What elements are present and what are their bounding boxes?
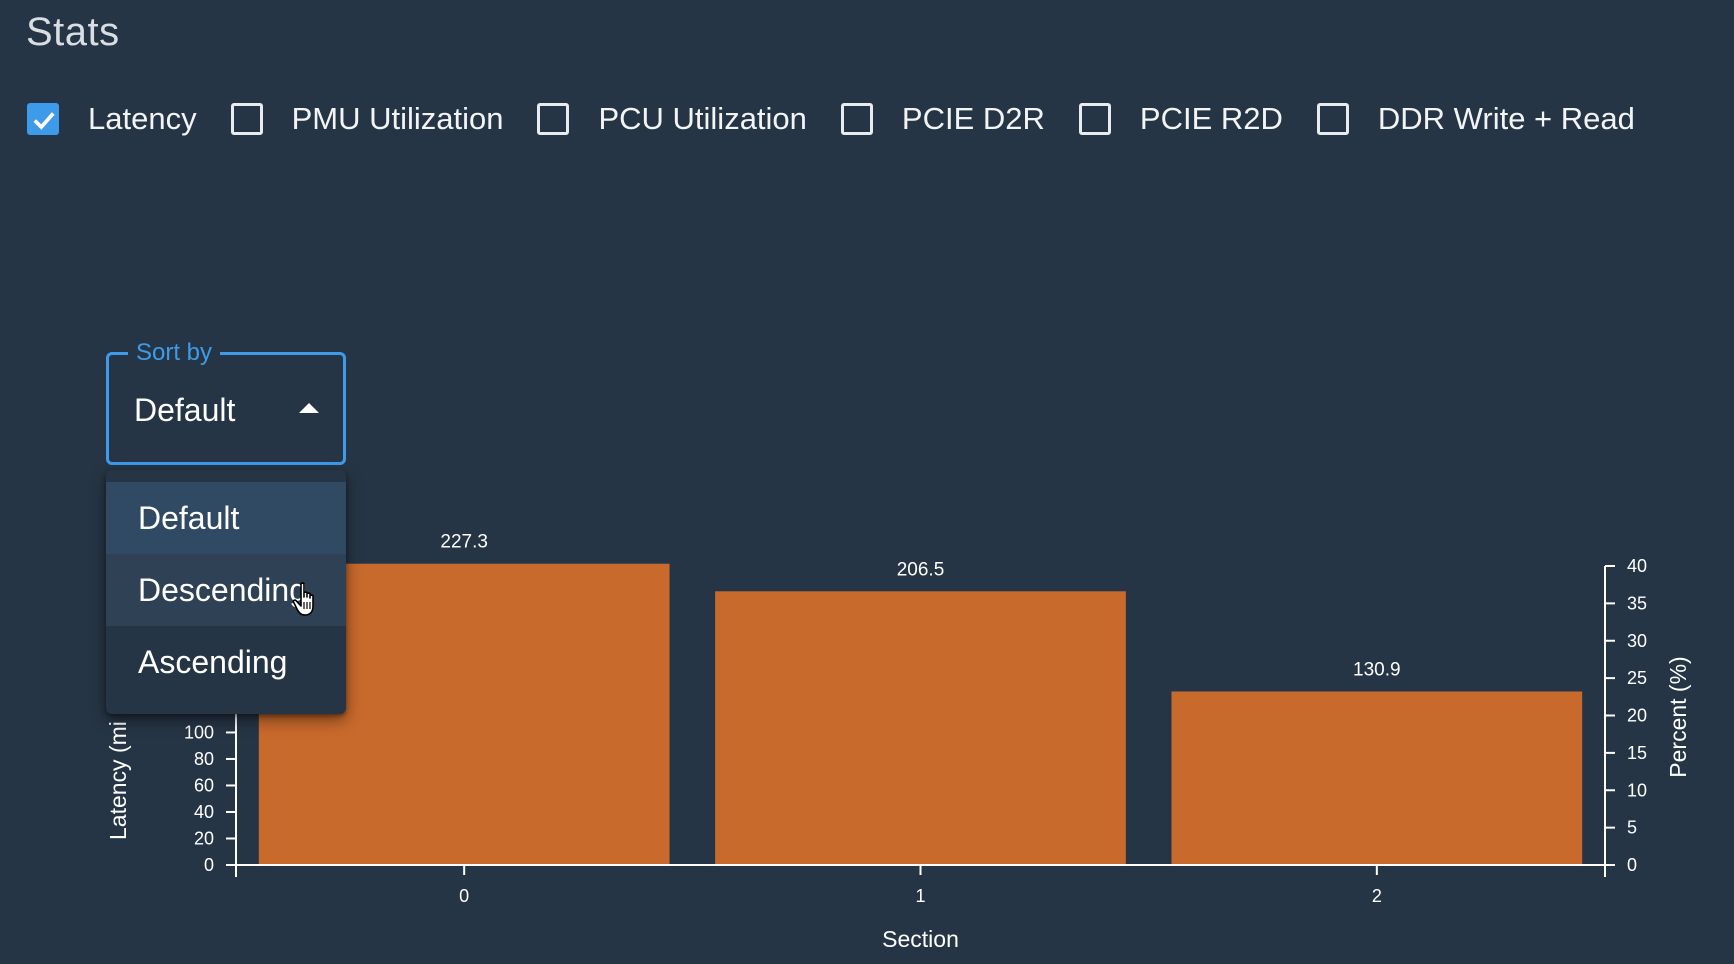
y-left-tick-label: 0 [204,855,214,875]
y-left-tick-label: 20 [194,828,214,848]
checkbox-label: PCIE R2D [1139,101,1283,136]
x-tick-label: 0 [459,886,469,906]
bar-value-label: 206.5 [897,559,945,580]
bar [1171,691,1583,865]
y-right-tick-label: 40 [1627,556,1647,576]
y-right-tick-label: 30 [1627,631,1647,651]
checkbox-label: PMU Utilization [291,101,504,136]
checkbox-empty-icon[interactable] [840,103,873,135]
y-right-tick-label: 35 [1627,593,1647,613]
caret-up-icon[interactable] [299,403,319,413]
y-left-tick-label: 100 [184,722,214,742]
x-tick-label: 1 [915,886,925,906]
y-right-tick-label: 0 [1627,855,1637,875]
sort-by-select[interactable]: Sort by Default [106,339,346,465]
checkbox-empty-icon[interactable] [1078,103,1111,135]
checkbox-pcie-r2d[interactable]: PCIE R2D [1078,101,1283,137]
checkbox-pmu-utilization[interactable]: PMU Utilization [230,101,504,137]
bar-value-label: 227.3 [440,532,488,553]
sort-by-label: Sort by [128,339,221,367]
sort-by-value: Default [134,392,236,428]
y-right-axis-title: Percent (%) [1665,656,1691,777]
checkbox-empty-icon[interactable] [230,103,263,135]
checkbox-label: PCIE D2R [901,101,1045,136]
y-left-axis-title: Latency (mi [105,721,131,840]
x-axis-title: Section [882,926,959,952]
checkbox-latency[interactable]: Latency [27,101,197,137]
y-right-tick-label: 20 [1627,706,1647,726]
checkbox-empty-icon[interactable] [537,103,570,135]
y-right-tick-label: 5 [1627,818,1637,838]
metric-checkboxes: Latency PMU Utilization PCU Utilization … [27,101,1669,137]
checkbox-ddr-write-read[interactable]: DDR Write + Read [1316,101,1635,137]
checkbox-label: Latency [88,101,197,136]
x-tick-label: 2 [1372,886,1382,906]
checkbox-empty-icon[interactable] [1316,103,1349,135]
sort-option-ascending[interactable]: Ascending [138,644,288,680]
y-right-tick-label: 10 [1627,780,1647,800]
checkbox-pcu-utilization[interactable]: PCU Utilization [537,101,807,137]
checkbox-checked-icon[interactable] [27,103,59,135]
y-left-tick-label: 60 [194,775,214,795]
y-left-tick-label: 40 [194,802,214,822]
checkbox-pcie-d2r[interactable]: PCIE D2R [840,101,1045,137]
page-title: Stats [26,10,120,54]
checkbox-label: DDR Write + Read [1377,101,1635,136]
y-right-tick-label: 15 [1627,743,1647,763]
y-right-tick-label: 25 [1627,668,1647,688]
hand-cursor-icon [292,582,314,616]
checkbox-label: PCU Utilization [598,101,807,136]
bar-value-label: 130.9 [1353,659,1401,680]
bar [715,591,1126,865]
sort-option-default[interactable]: Default [106,482,346,554]
y-left-tick-label: 80 [194,749,214,769]
